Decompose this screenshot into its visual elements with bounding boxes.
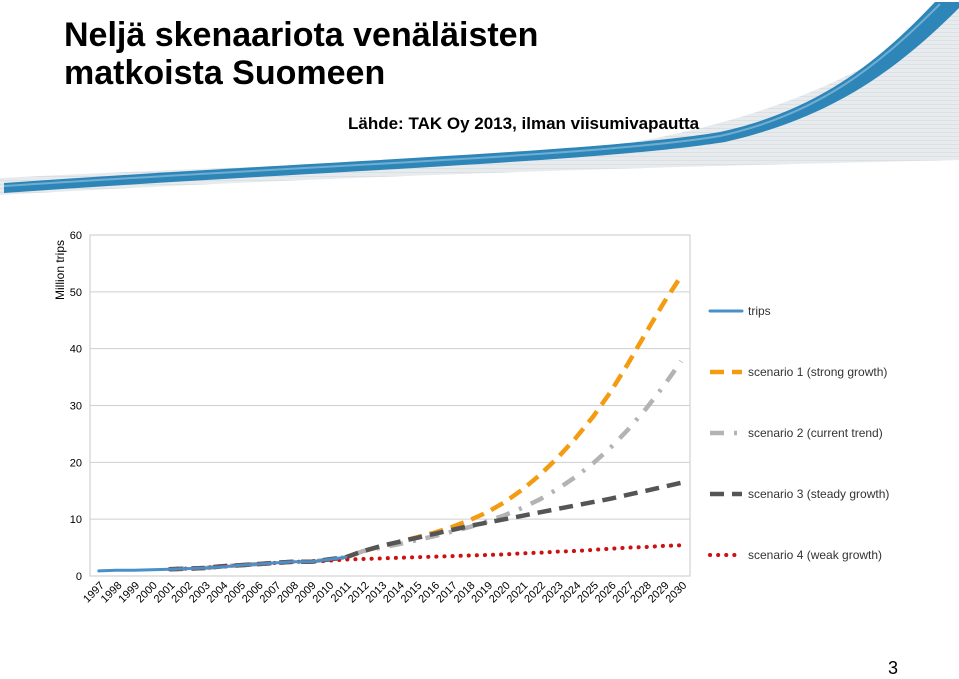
legend-label-scenario-4-weak-growth: scenario 4 (weak growth) (748, 548, 882, 562)
banner-blue-band (4, 2, 959, 193)
series-line-scenario-3-steady-growth (169, 480, 682, 572)
legend-label-scenario-2-current-trend: scenario 2 (current trend) (748, 426, 883, 440)
legend-label-scenario-1-strong-growth: scenario 1 (strong growth) (748, 365, 887, 379)
banner-hatched-band (0, 6, 959, 195)
series-line-scenario-2-current-trend (169, 359, 684, 572)
y-tick-label-60: 60 (70, 230, 82, 242)
y-tick-label-0: 0 (76, 571, 82, 583)
y-tick-label-50: 50 (70, 287, 82, 299)
series-line-trips (97, 555, 348, 573)
y-tick-label-30: 30 (70, 401, 82, 413)
series-line-scenario-1-strong-growth (169, 274, 684, 572)
page-number: 3 (888, 658, 899, 678)
y-tick-label-10: 10 (70, 514, 82, 526)
legend-label-trips: trips (748, 304, 771, 318)
banner-swoosh (0, 2, 959, 195)
y-tick-label-20: 20 (70, 457, 82, 469)
x-tick-label-2030: 2030 (663, 580, 689, 606)
banner-highlight (3, 3, 941, 187)
y-tick-label-40: 40 (70, 344, 82, 356)
legend-label-scenario-3-steady-growth: scenario 3 (steady growth) (748, 487, 889, 501)
slide-title: Neljä skenaariota venäläisten matkoista … (64, 16, 538, 92)
slide-subtitle: Lähde: TAK Oy 2013, ilman viisumivapautt… (348, 114, 700, 133)
slide-title-line2: matkoista Suomeen (64, 54, 386, 92)
y-axis-label: Million trips (53, 240, 67, 300)
slide-title-line1: Neljä skenaariota venäläisten (64, 16, 539, 54)
